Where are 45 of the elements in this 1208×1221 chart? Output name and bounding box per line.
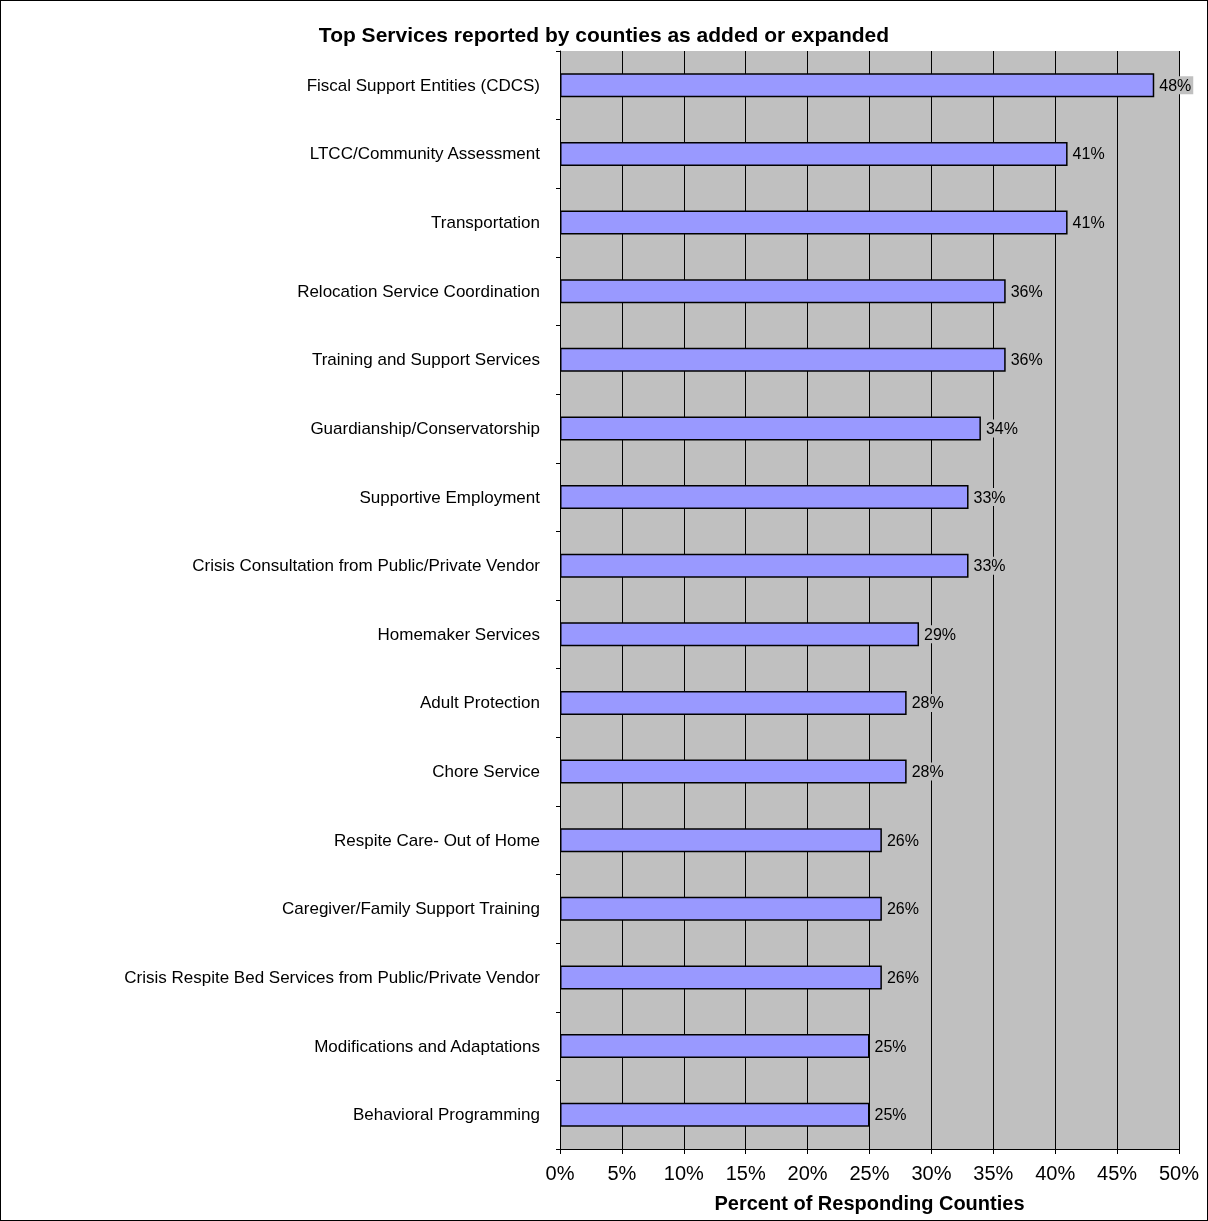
data-label: 33% bbox=[973, 488, 1006, 506]
x-tick-label: 20% bbox=[787, 1162, 828, 1184]
x-tick-label: 30% bbox=[911, 1162, 952, 1184]
x-tick-label: 5% bbox=[607, 1162, 637, 1184]
y-tick-label: Homemaker Services bbox=[377, 624, 540, 644]
data-label: 41% bbox=[1072, 214, 1105, 232]
data-label: 28% bbox=[911, 694, 944, 712]
y-tick-label: Supportive Employment bbox=[359, 487, 541, 507]
y-tick-label: Respite Care- Out of Home bbox=[334, 830, 540, 850]
y-tick-label: Chore Service bbox=[432, 762, 540, 782]
y-tick-label: Relocation Service Coordination bbox=[297, 281, 540, 301]
y-tick-label: LTCC/Community Assessment bbox=[309, 144, 541, 164]
data-label: 25% bbox=[874, 1037, 907, 1055]
x-tick-label: 25% bbox=[849, 1162, 890, 1184]
x-tick-label: 50% bbox=[1158, 1162, 1200, 1184]
data-label: 26% bbox=[886, 900, 919, 918]
data-label: 36% bbox=[1010, 351, 1043, 369]
y-tick-label: Behavioral Programming bbox=[352, 1105, 540, 1125]
data-label: 48% bbox=[1159, 76, 1192, 94]
chart-title: Top Services reported by counties as added or expanded bbox=[318, 23, 890, 46]
y-tick-label: Training and Support Services bbox=[311, 350, 540, 370]
x-tick-label: 10% bbox=[663, 1162, 705, 1184]
data-label: 36% bbox=[1010, 282, 1043, 300]
data-label: 29% bbox=[924, 625, 957, 643]
y-tick-label: Crisis Respite Bed Services from Public/Private Vendor bbox=[124, 967, 541, 987]
y-tick-label: Caregiver/Family Support Training bbox=[282, 899, 540, 919]
y-tick-label: Guardianship/Conservatorship bbox=[310, 418, 540, 438]
x-tick-label: 35% bbox=[973, 1162, 1014, 1184]
x-tick-label: 45% bbox=[1097, 1162, 1138, 1184]
data-label: 25% bbox=[874, 1106, 907, 1124]
y-tick-label: Transportation bbox=[431, 213, 540, 233]
y-tick-label: Crisis Consultation from Public/Private Vendor bbox=[192, 556, 541, 576]
x-tick-label: 40% bbox=[1035, 1162, 1076, 1184]
y-tick-label: Fiscal Support Entities (CDCS) bbox=[306, 75, 540, 95]
y-tick-label: Adult Protection bbox=[419, 693, 540, 713]
y-tick-label: Modifications and Adaptations bbox=[314, 1036, 540, 1056]
x-tick-label: 0% bbox=[545, 1162, 575, 1184]
data-label: 26% bbox=[886, 968, 919, 986]
data-label: 33% bbox=[973, 557, 1006, 575]
x-axis-title: Percent of Responding Counties bbox=[714, 1192, 1025, 1214]
data-label: 26% bbox=[886, 831, 919, 849]
data-label: 41% bbox=[1072, 145, 1105, 163]
data-label: 28% bbox=[911, 763, 944, 781]
data-label: 34% bbox=[985, 419, 1018, 437]
x-tick-label: 15% bbox=[725, 1162, 766, 1184]
